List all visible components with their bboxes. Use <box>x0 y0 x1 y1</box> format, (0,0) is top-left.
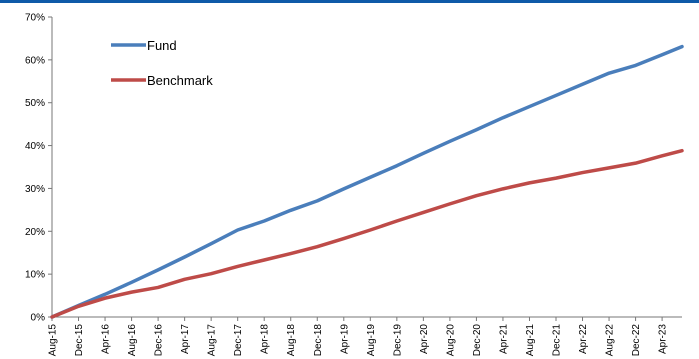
x-tick-label: Dec-19 <box>392 324 403 357</box>
series-line-fund <box>50 44 684 319</box>
x-tick-label: Apr-19 <box>339 324 350 354</box>
x-tick-label: Dec-21 <box>552 324 563 357</box>
x-tick-label: Dec-18 <box>313 324 324 357</box>
x-tick-label: Apr-16 <box>101 324 112 354</box>
x-tick-label: Dec-22 <box>631 324 642 357</box>
x-tick-label: Dec-16 <box>154 324 165 357</box>
top-accent-bar <box>0 0 699 3</box>
y-tick-label: 20% <box>25 227 45 238</box>
x-tick-label: Aug-16 <box>127 324 138 357</box>
y-tick-label: 30% <box>25 184 45 195</box>
series-lines <box>50 44 684 319</box>
x-tick-label: Aug-22 <box>605 324 616 357</box>
x-tick-label: Apr-18 <box>260 324 271 354</box>
x-tick-label: Aug-18 <box>286 324 297 357</box>
x-tick-label: Dec-15 <box>74 324 85 357</box>
x-tick-label: Apr-22 <box>578 324 589 354</box>
y-axis-tick-labels: 0% 10% 20% 30% 40% 50% 60% 70% <box>25 13 45 324</box>
x-tick-label: Apr-21 <box>498 324 509 354</box>
y-tick-label: 40% <box>25 141 45 152</box>
x-tick-label: Apr-23 <box>658 324 669 354</box>
x-tick-label: Dec-20 <box>472 324 483 357</box>
y-tick-label: 60% <box>25 55 45 66</box>
y-tick-label: 0% <box>31 313 46 324</box>
y-tick-label: 70% <box>25 13 45 24</box>
x-tick-label: Dec-17 <box>233 324 244 357</box>
x-tick-label: Aug-17 <box>207 324 218 357</box>
x-tick-label: Aug-15 <box>48 324 59 357</box>
y-tick-label: 50% <box>25 98 45 109</box>
x-tick-label: Aug-21 <box>525 324 536 357</box>
x-tick-label: Apr-20 <box>419 324 430 354</box>
x-tick-label: Apr-17 <box>180 324 191 354</box>
x-tick-label: Aug-19 <box>366 324 377 357</box>
legend-benchmark-label: Benchmark <box>147 73 213 88</box>
y-axis-tick-marks <box>48 16 52 318</box>
x-axis-tick-labels: Aug-15 Dec-15 Apr-16 Aug-16 Dec-16 Apr-17 Aug-… <box>48 324 669 357</box>
series-line-benchmark <box>50 148 684 319</box>
legend: Fund Benchmark <box>111 38 213 88</box>
x-tick-label: Aug-20 <box>445 324 456 357</box>
x-axis-tick-marks <box>51 317 663 321</box>
y-tick-label: 10% <box>25 270 45 281</box>
legend-fund-label: Fund <box>147 38 177 53</box>
